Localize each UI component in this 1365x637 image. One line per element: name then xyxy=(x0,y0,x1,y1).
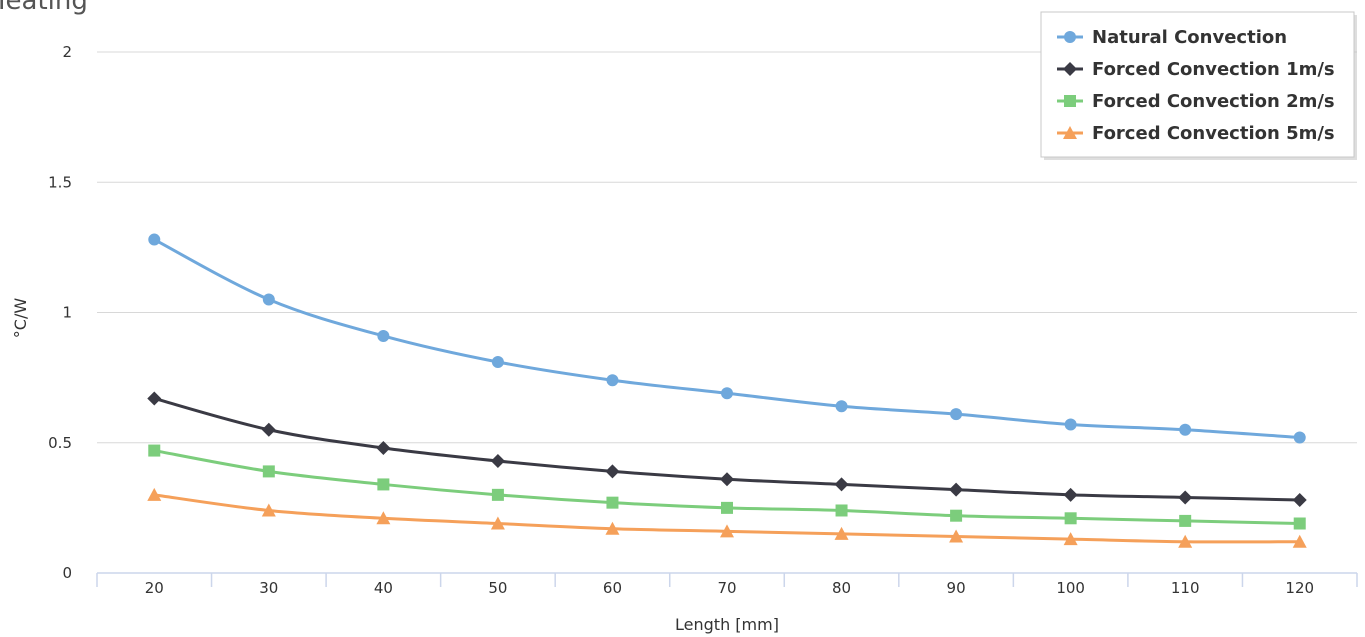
data-point xyxy=(148,233,161,246)
data-point xyxy=(491,355,504,368)
data-point xyxy=(1293,517,1306,530)
data-point xyxy=(148,444,161,457)
data-point xyxy=(949,529,964,543)
legend-label: Natural Convection xyxy=(1092,27,1287,48)
data-point xyxy=(1178,490,1193,505)
data-point xyxy=(950,408,963,421)
legend-swatch-marker xyxy=(1064,95,1076,107)
y-tick-label: 0.5 xyxy=(48,434,72,452)
data-point xyxy=(1292,493,1307,508)
x-tick-label: 90 xyxy=(947,579,966,597)
data-point xyxy=(376,440,391,455)
data-point xyxy=(720,524,734,538)
x-axis-title: Length [mm] xyxy=(675,615,779,634)
data-point xyxy=(377,329,390,342)
x-tick-label: 70 xyxy=(717,579,736,597)
data-point xyxy=(1178,534,1193,548)
x-tick-label: 110 xyxy=(1171,579,1200,597)
chart-title: Heating xyxy=(0,0,88,16)
legend-swatch-marker xyxy=(1063,62,1077,76)
data-point xyxy=(1063,487,1078,502)
data-point xyxy=(605,464,620,479)
legend-swatch-marker xyxy=(1063,126,1077,139)
x-tick-label: 30 xyxy=(259,579,278,597)
data-point xyxy=(1063,532,1078,546)
x-tick-label: 40 xyxy=(374,579,393,597)
data-point xyxy=(490,516,505,530)
data-point xyxy=(721,501,733,514)
series-forced-convection-2m-s xyxy=(148,444,1306,530)
legend-label: Forced Convection 2m/s xyxy=(1092,91,1335,112)
data-point xyxy=(1179,423,1192,436)
data-point xyxy=(491,488,504,501)
data-point xyxy=(261,503,276,517)
data-point xyxy=(147,487,162,501)
series-forced-convection-1m-s xyxy=(147,391,1307,508)
x-tick-label: 100 xyxy=(1056,579,1085,597)
x-tick-label: 80 xyxy=(832,579,851,597)
legend-box xyxy=(1040,11,1355,158)
data-point xyxy=(261,422,276,437)
x-tick-label: 60 xyxy=(603,579,622,597)
series-natural-convection xyxy=(148,233,1306,444)
data-point xyxy=(606,374,619,387)
data-point xyxy=(720,472,734,487)
x-tick-label: 50 xyxy=(488,579,507,597)
data-point xyxy=(1293,431,1306,444)
data-point xyxy=(490,453,505,468)
data-point xyxy=(1179,514,1192,527)
x-tick-label: 20 xyxy=(145,579,164,597)
data-point xyxy=(1064,418,1077,431)
data-point xyxy=(377,478,390,491)
data-point xyxy=(147,391,162,406)
legend: Natural Convection Forced Convection 1m/s… xyxy=(1040,11,1357,160)
data-point xyxy=(1064,512,1077,525)
data-point xyxy=(835,504,848,517)
y-tick-label: 0 xyxy=(62,564,72,582)
x-tick-label: 120 xyxy=(1285,579,1314,597)
y-axis-title: °C/W xyxy=(11,298,30,339)
data-point xyxy=(721,387,733,400)
data-point xyxy=(1292,534,1307,548)
y-tick-label: 1 xyxy=(62,304,72,322)
data-point xyxy=(262,293,275,306)
data-point xyxy=(605,521,620,535)
data-point xyxy=(835,400,848,413)
y-tick-label: 2 xyxy=(62,43,72,61)
data-point xyxy=(949,482,964,497)
data-point xyxy=(262,465,275,478)
legend-label: Forced Convection 5m/s xyxy=(1092,123,1335,144)
data-point xyxy=(834,477,849,492)
data-point xyxy=(834,526,849,540)
data-point xyxy=(950,509,963,522)
legend-swatch-marker xyxy=(1064,31,1076,43)
series-forced-convection-5m-s xyxy=(147,487,1307,548)
legend-label: Forced Convection 1m/s xyxy=(1092,59,1335,80)
series-line xyxy=(153,238,1300,440)
y-tick-label: 1.5 xyxy=(48,173,72,191)
data-point xyxy=(606,496,619,509)
data-point xyxy=(376,511,391,525)
